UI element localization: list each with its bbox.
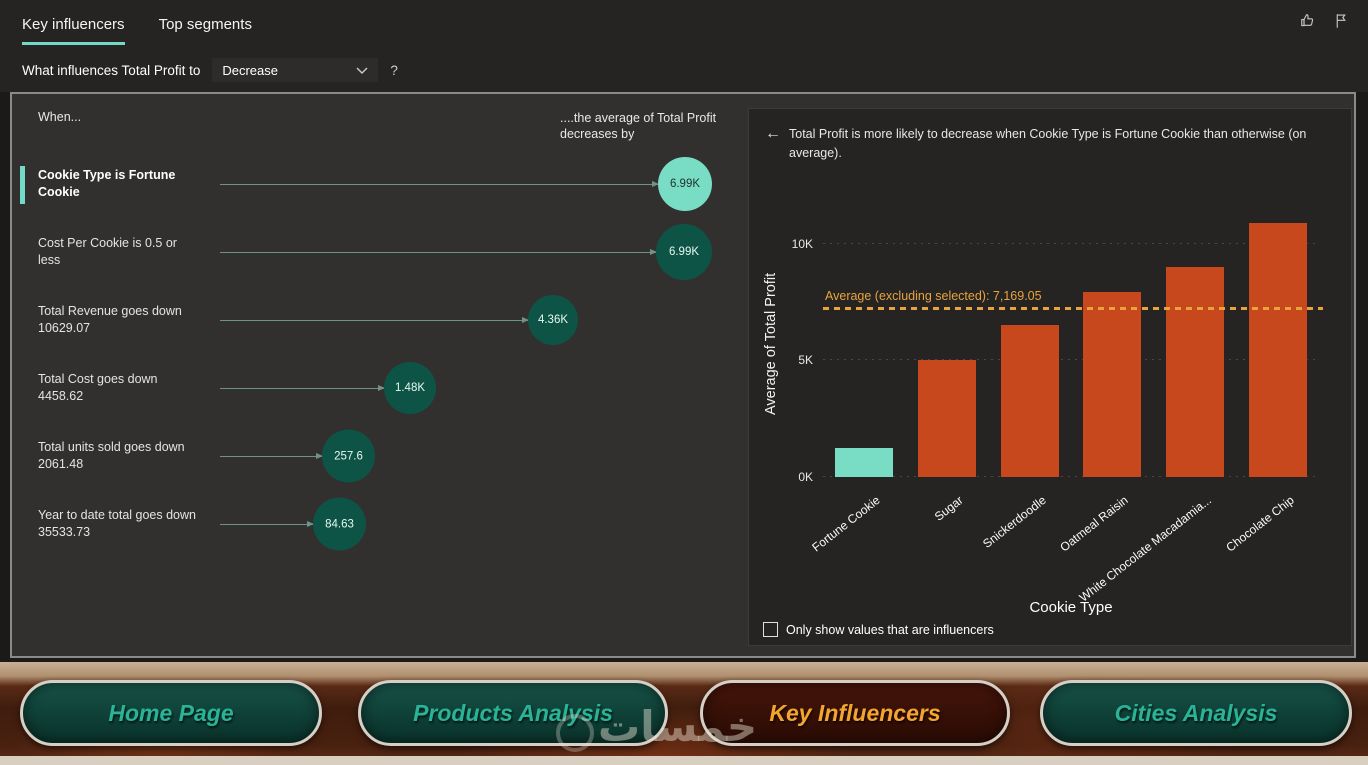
tab-top-segments[interactable]: Top segments bbox=[158, 16, 252, 33]
when-label: When... bbox=[38, 110, 82, 124]
back-arrow-icon[interactable]: ← bbox=[765, 125, 781, 142]
influencer-bubble[interactable]: 1.48K bbox=[384, 362, 436, 414]
influence-direction-dropdown[interactable]: Decrease bbox=[212, 58, 379, 82]
influencer-label: Year to date total goes down 35533.73 bbox=[38, 508, 196, 539]
question-text: What influences Total Profit to bbox=[22, 62, 201, 78]
bar-column bbox=[988, 211, 1071, 477]
influencer-row-3[interactable]: Total Revenue goes down 10629.07 4.36K bbox=[12, 286, 742, 354]
detail-panel: ← Total Profit is more likely to decreas… bbox=[748, 108, 1352, 646]
nav-home-page-button[interactable]: Home Page bbox=[20, 680, 322, 746]
bars-row bbox=[823, 211, 1319, 477]
bar-column bbox=[906, 211, 989, 477]
y-tick-label: 0K bbox=[798, 470, 813, 484]
bar-chart: Average of Total Profit 0K 5K 10K Average (… bbox=[749, 199, 1351, 645]
x-label-cell: Chocolate Chip bbox=[1223, 489, 1319, 607]
bar-sugar[interactable] bbox=[918, 360, 976, 477]
influencer-bubble[interactable]: 6.99K bbox=[656, 224, 712, 280]
bar-white-chocolate-macadamia[interactable] bbox=[1166, 267, 1225, 477]
bar-column bbox=[1071, 211, 1154, 477]
average-line bbox=[823, 306, 1323, 310]
header-icons bbox=[1298, 12, 1350, 30]
influencer-arrow bbox=[220, 384, 385, 391]
top-bar: Key influencers Top segments What influe… bbox=[0, 0, 1368, 92]
x-label-cell: White Chocolate Macadamia... bbox=[1076, 489, 1237, 607]
plot-area: 0K 5K 10K Average (excluding selected): 7,1… bbox=[792, 211, 1323, 484]
gridline bbox=[823, 242, 1319, 244]
thumbs-up-icon[interactable] bbox=[1298, 12, 1316, 30]
bar-column bbox=[823, 211, 906, 477]
influencer-arrow bbox=[220, 452, 323, 459]
influencer-list: Cookie Type is Fortune Cookie 6.99K Cost… bbox=[12, 150, 742, 558]
effect-label: ....the average of Total Profit decrease… bbox=[560, 111, 717, 142]
x-axis-title: Cookie Type bbox=[1029, 599, 1113, 616]
nav-products-analysis-button[interactable]: Products Analysis bbox=[358, 680, 668, 746]
influencer-bubble[interactable]: 4.36K bbox=[528, 295, 578, 345]
bar-column bbox=[1236, 211, 1319, 477]
only-influencers-checkbox[interactable] bbox=[763, 622, 778, 637]
key-influencers-visual: When... ....the average of Total Profit … bbox=[10, 92, 1356, 658]
help-icon[interactable]: ? bbox=[390, 62, 398, 78]
x-label-cell: Fortune Cookie bbox=[810, 489, 906, 607]
influencer-row-6[interactable]: Year to date total goes down 35533.73 84… bbox=[12, 490, 742, 558]
influencer-label: Cost Per Cookie is 0.5 or less bbox=[38, 236, 177, 267]
influencer-row-5[interactable]: Total units sold goes down 2061.48 257.6 bbox=[12, 422, 742, 490]
influencer-label: Total Revenue goes down 10629.07 bbox=[38, 304, 182, 335]
x-tick-label: Snickerdoodle bbox=[979, 493, 1049, 551]
watermark-text: خمسات bbox=[598, 702, 758, 751]
influencer-arrow bbox=[220, 180, 659, 187]
watermark-logo bbox=[556, 714, 594, 752]
influencer-label: Cookie Type is Fortune Cookie bbox=[38, 168, 176, 199]
x-label-cell: Sugar bbox=[906, 489, 989, 607]
chevron-down-icon bbox=[356, 63, 368, 78]
influencer-arrow bbox=[220, 316, 529, 323]
influencer-label: Total units sold goes down 2061.48 bbox=[38, 440, 185, 471]
x-tick-label: Sugar bbox=[931, 493, 966, 524]
influence-question: What influences Total Profit to Decrease… bbox=[22, 58, 398, 82]
y-tick-label: 10K bbox=[791, 236, 813, 251]
nav-key-influencers-button[interactable]: Key Influencers bbox=[700, 680, 1010, 746]
insight-description: Total Profit is more likely to decrease … bbox=[789, 127, 1307, 161]
x-tick-label: Fortune Cookie bbox=[809, 493, 883, 555]
influencer-row-1[interactable]: Cookie Type is Fortune Cookie 6.99K bbox=[12, 150, 742, 218]
tab-strip: Key influencers Top segments bbox=[22, 8, 252, 45]
bar-oatmeal-raisin[interactable] bbox=[1083, 291, 1142, 477]
gridline bbox=[823, 476, 1319, 477]
bar-chocolate-chip[interactable] bbox=[1248, 222, 1307, 477]
influencer-row-4[interactable]: Total Cost goes down 4458.62 1.48K bbox=[12, 354, 742, 422]
footer-bottom-strip bbox=[0, 756, 1368, 765]
bar-column bbox=[1154, 211, 1237, 477]
x-labels: Fortune Cookie Sugar Snickerdoodle Oatmeal … bbox=[810, 489, 1319, 607]
bar-snickerdoodle[interactable] bbox=[1000, 325, 1059, 477]
y-tick-label: 5K bbox=[798, 353, 813, 368]
influencer-arrow bbox=[220, 248, 657, 255]
tab-key-influencers[interactable]: Key influencers bbox=[22, 8, 125, 45]
influencer-bubble[interactable]: 84.63 bbox=[313, 497, 366, 551]
average-line-label: Average (excluding selected): 7,169.05 bbox=[825, 288, 1042, 303]
influencer-bubble[interactable]: 6.99K bbox=[658, 157, 712, 211]
dropdown-value: Decrease bbox=[222, 62, 278, 78]
selection-indicator bbox=[20, 166, 25, 204]
nav-cities-analysis-button[interactable]: Cities Analysis bbox=[1040, 680, 1352, 746]
checkbox-label: Only show values that are influencers bbox=[786, 622, 994, 637]
influencer-arrow bbox=[220, 520, 314, 527]
footer-nav: Home Page Products Analysis Key Influenc… bbox=[0, 662, 1368, 765]
influencer-bubble[interactable]: 257.6 bbox=[322, 429, 375, 483]
gridline bbox=[823, 359, 1319, 361]
bar-fortune-cookie[interactable] bbox=[835, 447, 894, 477]
x-label-cell: Snickerdoodle bbox=[980, 489, 1071, 607]
y-axis-title: Average of Total Profit bbox=[763, 272, 779, 416]
influencers-filter: Only show values that are influencers bbox=[763, 622, 994, 637]
influencer-row-2[interactable]: Cost Per Cookie is 0.5 or less 6.99K bbox=[12, 218, 742, 286]
influencer-label: Total Cost goes down 4458.62 bbox=[38, 372, 158, 403]
pennant-icon[interactable] bbox=[1332, 12, 1350, 30]
